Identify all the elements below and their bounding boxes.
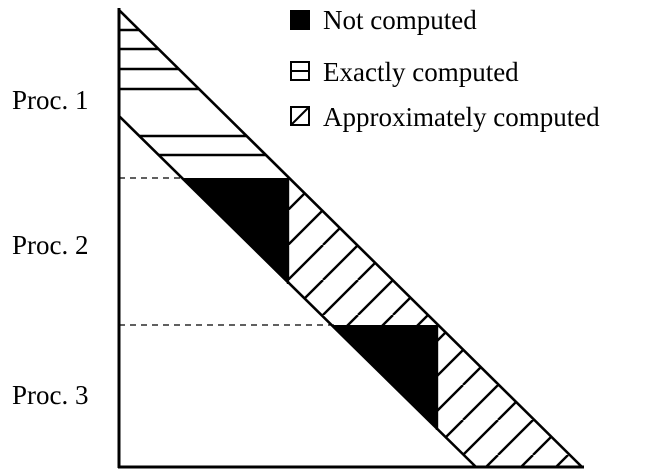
approx-band xyxy=(119,178,582,467)
legend-approx-swatch xyxy=(290,106,310,126)
band-inner-edge xyxy=(118,115,477,468)
legend-exact-label: Exactly computed xyxy=(323,57,519,87)
proc1-exact-band xyxy=(119,134,300,157)
legend-not-computed-label: Not computed xyxy=(323,5,477,35)
legend-not-computed-swatch xyxy=(290,10,310,30)
legend: Not computed Exactly computed Approximat… xyxy=(290,5,600,132)
proc-3-label: Proc. 3 xyxy=(12,380,89,410)
proc-2-label: Proc. 2 xyxy=(12,230,89,260)
proc1-exact-region xyxy=(119,28,225,91)
triangle-hypotenuse xyxy=(118,9,583,468)
proc-1-label: Proc. 1 xyxy=(12,85,89,115)
legend-approx-label: Approximately computed xyxy=(323,102,600,132)
legend-exact-swatch xyxy=(290,61,310,81)
